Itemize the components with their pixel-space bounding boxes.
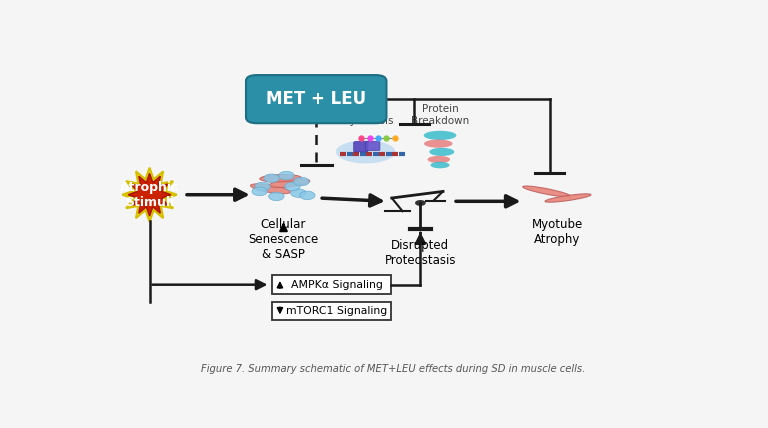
Text: AMPKα Signaling: AMPKα Signaling bbox=[291, 279, 383, 289]
Text: MET + LEU: MET + LEU bbox=[266, 90, 366, 108]
Text: Protein
Synthesis: Protein Synthesis bbox=[343, 104, 394, 125]
FancyBboxPatch shape bbox=[272, 276, 391, 294]
FancyBboxPatch shape bbox=[354, 142, 368, 152]
Circle shape bbox=[252, 187, 267, 196]
Circle shape bbox=[279, 171, 294, 180]
Circle shape bbox=[285, 182, 300, 191]
Polygon shape bbox=[122, 168, 177, 222]
Text: mTORC1 Signaling: mTORC1 Signaling bbox=[286, 306, 388, 316]
Ellipse shape bbox=[424, 131, 456, 140]
Text: Cellular
Senescence
& SASP: Cellular Senescence & SASP bbox=[248, 218, 319, 261]
Ellipse shape bbox=[523, 186, 571, 197]
Ellipse shape bbox=[545, 194, 591, 202]
Text: Atrophic
Stimuli: Atrophic Stimuli bbox=[120, 181, 179, 209]
Ellipse shape bbox=[428, 156, 450, 163]
Circle shape bbox=[255, 182, 270, 191]
Text: Myotube
Atrophy: Myotube Atrophy bbox=[531, 218, 583, 246]
Text: Disrupted
Proteostasis: Disrupted Proteostasis bbox=[385, 239, 456, 267]
Ellipse shape bbox=[336, 140, 396, 163]
Circle shape bbox=[293, 177, 309, 186]
FancyBboxPatch shape bbox=[246, 75, 386, 123]
Ellipse shape bbox=[260, 175, 301, 182]
Text: Protein
Breakdown: Protein Breakdown bbox=[411, 104, 469, 125]
FancyBboxPatch shape bbox=[366, 141, 380, 151]
Ellipse shape bbox=[250, 184, 290, 194]
Ellipse shape bbox=[269, 179, 310, 187]
Polygon shape bbox=[128, 173, 171, 216]
FancyBboxPatch shape bbox=[272, 302, 391, 320]
Ellipse shape bbox=[431, 162, 449, 168]
Circle shape bbox=[290, 189, 306, 197]
Circle shape bbox=[269, 192, 284, 201]
Ellipse shape bbox=[429, 148, 455, 156]
Ellipse shape bbox=[424, 140, 452, 148]
Circle shape bbox=[300, 191, 315, 200]
Text: Figure 7. Summary schematic of MET+LEU effects during SD in muscle cells.: Figure 7. Summary schematic of MET+LEU e… bbox=[201, 364, 586, 374]
Circle shape bbox=[264, 174, 280, 182]
Circle shape bbox=[415, 200, 425, 206]
